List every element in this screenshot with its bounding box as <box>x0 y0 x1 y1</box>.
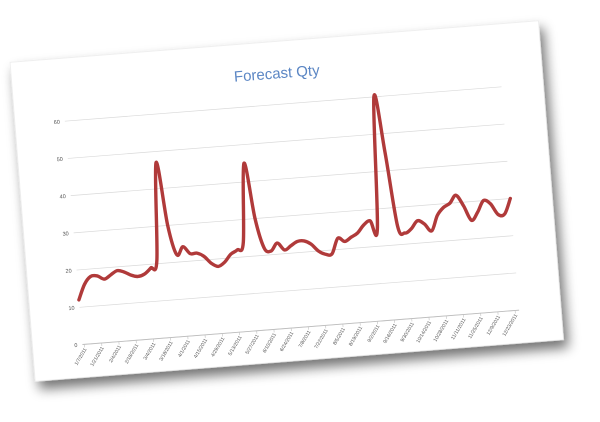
data-point <box>78 299 80 301</box>
data-point <box>470 219 473 222</box>
data-point <box>436 214 439 217</box>
data-point <box>89 275 92 278</box>
data-point <box>137 275 139 278</box>
data-point <box>303 240 305 242</box>
y-tick-layer: 0 10 20 30 40 50 60 <box>54 120 78 350</box>
data-point <box>166 224 169 227</box>
data-point <box>210 262 213 265</box>
data-point <box>423 223 426 225</box>
data-point <box>156 259 158 261</box>
gridline <box>73 198 511 234</box>
data-point <box>362 224 365 226</box>
data-point <box>196 252 198 254</box>
data-point <box>503 213 506 215</box>
y-tick-label: 60 <box>54 120 61 126</box>
data-point <box>462 205 465 207</box>
data-point <box>442 206 445 209</box>
data-point <box>449 202 451 205</box>
y-tick-label: 20 <box>65 268 72 274</box>
data-point <box>324 253 327 256</box>
data-point <box>103 278 106 280</box>
data-point <box>236 249 239 251</box>
data-point <box>331 252 333 255</box>
gridline <box>79 272 517 308</box>
data-point <box>384 151 386 153</box>
data-point <box>497 213 499 216</box>
data-point <box>243 162 245 165</box>
data-point <box>270 250 272 252</box>
data-point <box>369 219 371 222</box>
data-point <box>290 244 292 247</box>
data-point <box>143 273 146 275</box>
data-point <box>263 247 265 249</box>
data-point <box>155 161 157 164</box>
data-point <box>217 265 220 268</box>
data-point <box>317 250 320 252</box>
data-point <box>336 237 339 240</box>
gridline <box>64 86 502 122</box>
gridline <box>67 123 505 159</box>
y-tick-label: 50 <box>57 157 64 163</box>
data-point <box>116 269 118 272</box>
data-point <box>149 267 152 269</box>
data-point <box>482 199 485 202</box>
data-point <box>350 236 352 239</box>
data-point <box>83 283 86 286</box>
data-point <box>242 241 245 243</box>
data-point <box>376 226 379 229</box>
data-point <box>416 219 419 222</box>
data-point <box>404 232 406 234</box>
data-point <box>96 275 99 277</box>
data-point <box>356 232 359 234</box>
data-point <box>283 249 286 251</box>
data-point <box>189 252 191 255</box>
data-point <box>229 253 232 255</box>
y-tick-label: 0 <box>74 343 78 349</box>
data-point <box>455 194 457 197</box>
data-point <box>310 243 312 245</box>
y-tick-label: 10 <box>68 306 75 312</box>
data-point <box>123 271 125 273</box>
data-point <box>373 96 375 98</box>
data-point <box>410 227 413 230</box>
y-tick-label: 40 <box>59 194 66 200</box>
data-point <box>175 253 178 256</box>
data-point <box>476 211 479 214</box>
data-point <box>396 225 399 227</box>
chart-card <box>9 20 564 382</box>
data-point <box>223 261 226 263</box>
gridline <box>76 235 514 271</box>
data-point <box>489 202 492 205</box>
gridline <box>70 160 508 196</box>
data-point <box>109 274 112 276</box>
data-point <box>343 240 346 243</box>
data-point <box>276 242 279 244</box>
data-point <box>296 240 299 243</box>
data-point <box>509 197 512 200</box>
data-point <box>203 255 205 258</box>
data-point <box>130 274 132 276</box>
data-point <box>182 245 184 248</box>
data-point <box>430 230 433 232</box>
series-layer <box>77 93 512 302</box>
chart-title: Forecast Qty <box>233 62 320 86</box>
data-point <box>254 217 256 220</box>
y-tick-label: 30 <box>62 231 69 237</box>
